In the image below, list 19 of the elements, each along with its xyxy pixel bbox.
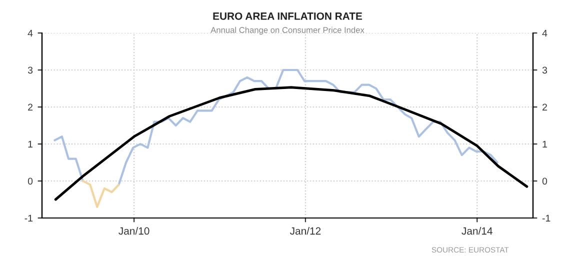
- line-series: [82, 180, 120, 208]
- y-tick-label: 0: [28, 178, 33, 185]
- y-tick-label: 3: [28, 66, 33, 74]
- y-tick-label: 2: [28, 104, 32, 111]
- y-tick-label: 1: [28, 140, 32, 148]
- y2-tick-label: 3: [542, 66, 548, 74]
- y-tick-label: 4: [28, 30, 33, 37]
- chart-subtitle: Annual Change on Consumer Price Index: [210, 26, 364, 35]
- x-tick-label: Jan/14: [462, 227, 492, 235]
- y2-tick-label: -1: [542, 214, 550, 222]
- y2-tick-label: 1: [542, 140, 547, 148]
- y-tick-label: -1: [24, 214, 32, 222]
- y2-tick-label: 4: [542, 30, 548, 37]
- x-tick-label: Jan/10: [118, 227, 150, 235]
- line-series: [54, 86, 528, 201]
- y2-tick-label: 0: [542, 178, 548, 185]
- chart-title: EURO AREA INFLATION RATE: [213, 12, 362, 20]
- y2-tick-label: 2: [542, 104, 547, 111]
- x-tick-label: Jan/12: [290, 227, 321, 235]
